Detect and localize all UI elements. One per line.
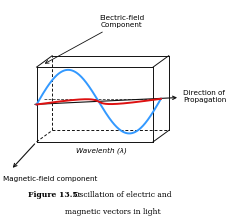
Text: Magnetic-field component: Magnetic-field component	[3, 176, 97, 182]
Text: Electric-field
Component: Electric-field Component	[45, 15, 144, 63]
Text: Wavelenth (λ): Wavelenth (λ)	[76, 147, 127, 154]
Text: Oscillation of electric and: Oscillation of electric and	[71, 191, 172, 199]
Text: Direction of
Propagation: Direction of Propagation	[183, 90, 227, 103]
Text: magnetic vectors in light: magnetic vectors in light	[65, 208, 161, 216]
Text: Figure 13.5:: Figure 13.5:	[27, 191, 80, 199]
